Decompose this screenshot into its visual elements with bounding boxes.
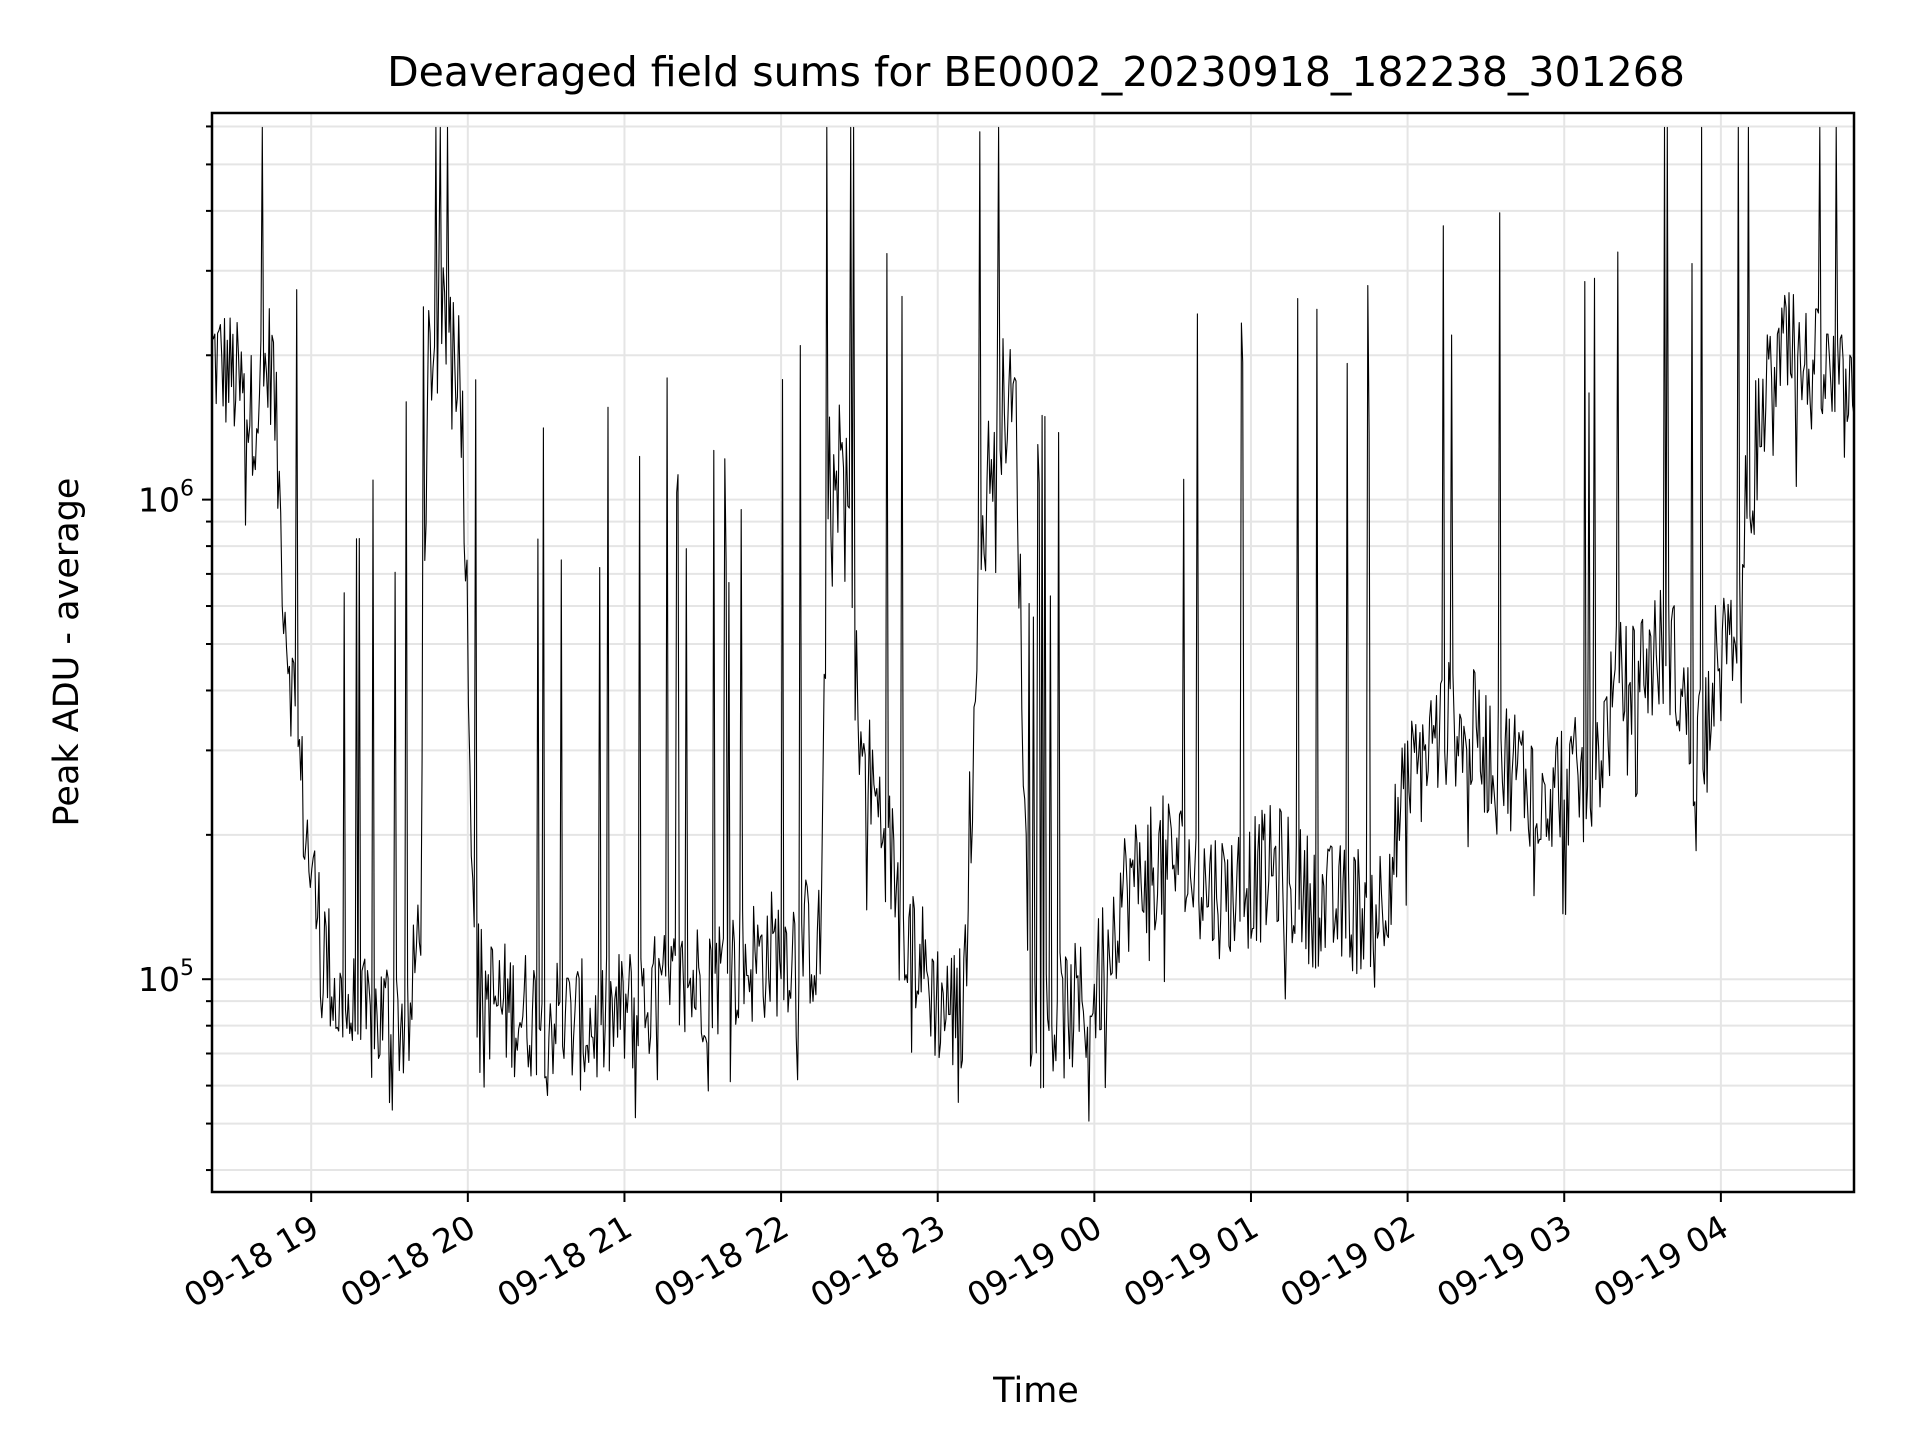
y-axis-label: Peak ADU - average — [47, 478, 87, 827]
y-tick-labels: 105 106 — [138, 477, 194, 1000]
x-tick-label: 09-19 02 — [1274, 1207, 1422, 1315]
x-tick-label: 09-18 22 — [647, 1207, 795, 1315]
x-tick-labels: 09-18 19 09-18 20 09-18 21 09-18 22 09-18 23… — [177, 1207, 1735, 1315]
y-tick-label: 105 — [138, 956, 194, 999]
x-tick-label: 09-18 21 — [490, 1207, 638, 1315]
x-tick-label: 09-18 19 — [177, 1207, 325, 1315]
series-line — [211, 126, 1855, 1122]
x-tick-label: 09-19 03 — [1430, 1207, 1578, 1315]
x-tick-label: 09-19 04 — [1587, 1207, 1735, 1315]
plot-area — [210, 111, 1856, 1194]
x-tick-label: 09-18 20 — [334, 1207, 482, 1315]
x-tick-label: 09-19 01 — [1117, 1207, 1265, 1315]
axis-ticks — [202, 125, 1722, 1202]
x-tick-label: 09-19 00 — [960, 1207, 1108, 1315]
x-tick-label: 09-18 23 — [804, 1207, 952, 1315]
x-axis-label: Time — [992, 1371, 1079, 1411]
y-tick-label: 106 — [138, 477, 194, 520]
chart-title: Deaveraged field sums for BE0002_2023091… — [387, 48, 1685, 96]
